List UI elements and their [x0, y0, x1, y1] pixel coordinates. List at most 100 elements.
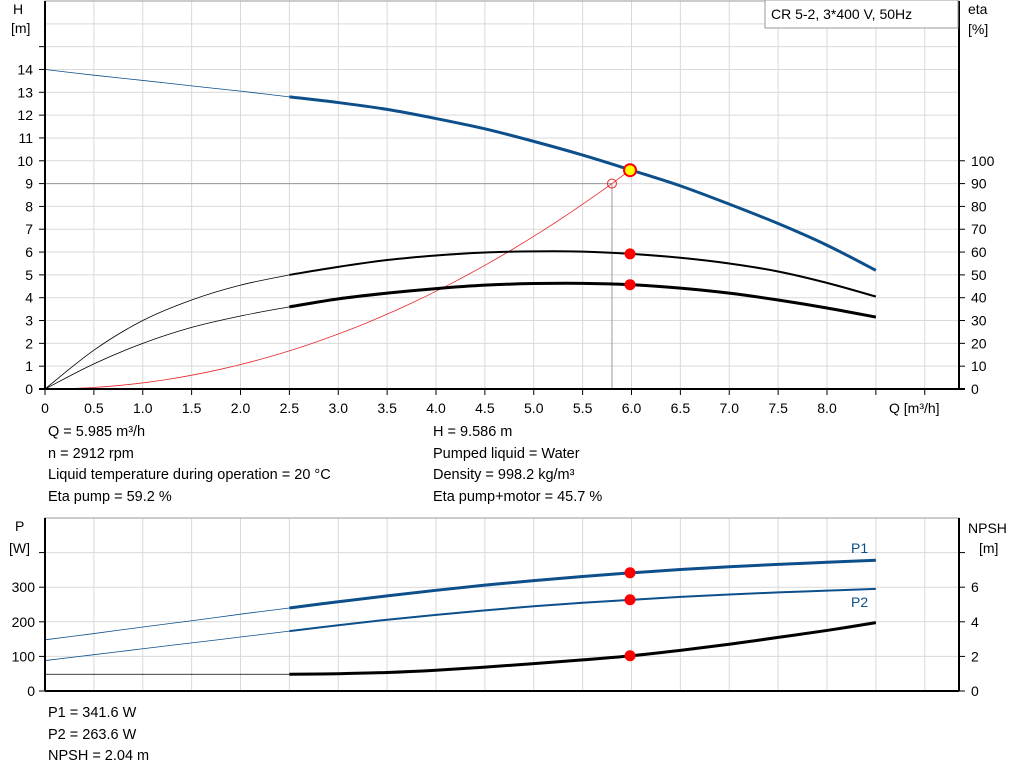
- x-tick-label: 5.0: [524, 400, 544, 416]
- p1-curve-thin: [44, 607, 290, 641]
- npsh-duty-marker: [624, 650, 636, 662]
- eta-axis-unit: [%]: [968, 21, 988, 37]
- h-tick-label: 5: [25, 267, 33, 283]
- p1-value: P1 = 341.6 W: [48, 705, 137, 721]
- eta-tick-label: 80: [971, 198, 987, 214]
- eta-pump-motor-curve: [289, 281, 877, 319]
- npsh-curve: [289, 621, 877, 676]
- eta-pump-duty-marker: [624, 248, 636, 260]
- npsh-tick-label: 6: [971, 579, 979, 595]
- p2-curve: [289, 587, 876, 633]
- x-tick-label: 7.0: [720, 400, 740, 416]
- x-tick-label: 4.5: [475, 400, 495, 416]
- info-top-right: H = 9.586 m Pumped liquid = Water Densit…: [433, 422, 602, 508]
- eta-pump-curve: [289, 250, 877, 298]
- p-axis-unit: [W]: [9, 540, 30, 556]
- x-tick-label: 3.0: [329, 400, 349, 416]
- eta-tick-label: 30: [971, 313, 987, 329]
- x-tick-label: 1.5: [182, 400, 202, 416]
- system-curve: [44, 169, 631, 390]
- legend-box: [764, 0, 959, 29]
- info-top-left: Q = 5.985 m³/h n = 2912 rpm Liquid tempe…: [48, 422, 331, 508]
- eta-tick-label: 50: [971, 267, 987, 283]
- p2-value: P2 = 263.6 W: [48, 726, 137, 743]
- flow-value: Q = 5.985 m³/h: [48, 424, 146, 440]
- eta-axis-label: eta: [968, 1, 988, 17]
- eta-pump-motor-duty-marker: [624, 279, 636, 291]
- x-tick-label: 6.0: [622, 400, 642, 416]
- h-tick-label: 6: [25, 244, 33, 260]
- h-tick-label: 9: [25, 176, 33, 192]
- npsh-axis-unit: [m]: [979, 540, 998, 556]
- x-tick-label: 3.5: [377, 400, 397, 416]
- eta-tick-label: 70: [971, 221, 987, 237]
- x-tick-label: 0: [41, 400, 49, 416]
- eta-tick-label: 90: [971, 176, 987, 192]
- duty-point-marker: [623, 163, 638, 178]
- eta-tick-label: 40: [971, 290, 987, 306]
- x-tick-label: 5.5: [573, 400, 593, 416]
- h-tick-label: 11: [18, 130, 33, 146]
- eta-tick-label: 60: [971, 244, 987, 260]
- h-tick-label: 12: [17, 107, 33, 123]
- eta-pump-curve-thin: [44, 274, 290, 390]
- liquid-temperature-value: Liquid temperature during operation = 20…: [48, 467, 331, 483]
- eta-pump-motor-value: Eta pump+motor = 45.7 %: [433, 488, 603, 505]
- x-tick-label: 0.5: [84, 400, 104, 416]
- upper-grid: [44, 0, 960, 390]
- npsh-axis-label: NPSH: [968, 520, 1007, 536]
- head-value: H = 9.586 m: [433, 424, 513, 440]
- q-axis-label: Q [m³/h]: [889, 400, 940, 416]
- h-axis-unit: [m]: [11, 20, 30, 36]
- legend-text: CR 5-2, 3*400 V, 50Hz: [771, 6, 912, 22]
- p1-curve: [289, 558, 876, 610]
- h-tick-label: 7: [25, 221, 33, 237]
- h-tick-label: 8: [25, 198, 33, 214]
- h-tick-label: 10: [17, 153, 33, 169]
- npsh-value: NPSH = 2.04 m: [48, 748, 150, 764]
- p2-series-label: P2: [851, 594, 868, 610]
- axes: 0 0.5 1.0 1.5 2.0 2.5 3.0 3.5 4.0 4.5 5.0 5.5 6.0 6.5…: [12, 1, 995, 699]
- p2-curve-thin: [44, 630, 290, 661]
- p1-series-label: P1: [851, 540, 868, 556]
- h-tick-label: 0: [25, 381, 33, 397]
- npsh-tick-label: 0: [971, 683, 979, 699]
- p-tick-label: 0: [27, 683, 35, 699]
- density-value: Density = 998.2 kg/m³: [433, 467, 575, 483]
- pumped-liquid-value: Pumped liquid = Water: [433, 445, 580, 462]
- x-tick-label: 2.0: [231, 400, 251, 416]
- required-point-marker: [606, 178, 617, 189]
- head-curve-thin: [44, 69, 290, 98]
- eta-tick-label: 10: [971, 358, 987, 374]
- x-tick-label: 4.0: [426, 400, 446, 416]
- eta-tick-label: 100: [971, 153, 995, 169]
- speed-value: n = 2912 rpm: [48, 445, 134, 462]
- p-tick-label: 200: [12, 614, 36, 630]
- curves: [44, 69, 877, 676]
- npsh-tick-label: 2: [971, 648, 979, 664]
- eta-pump-value: Eta pump = 59.2 %: [48, 488, 172, 505]
- h-tick-label: 3: [25, 313, 33, 329]
- h-axis-label: H: [13, 1, 23, 17]
- x-tick-label: 8.0: [817, 400, 837, 416]
- p-tick-label: 300: [12, 579, 36, 595]
- p1-duty-marker: [624, 567, 636, 579]
- upper-plot-frame: [44, 0, 960, 390]
- p-tick-label: 100: [12, 648, 36, 664]
- x-tick-label: 1.0: [133, 400, 153, 416]
- head-curve: [289, 95, 877, 272]
- h-tick-label: 13: [17, 84, 33, 100]
- p-axis-label: P: [15, 518, 24, 534]
- h-tick-label: 4: [25, 290, 33, 306]
- eta-tick-label: 0: [971, 381, 979, 397]
- eta-pump-motor-curve-thin: [44, 306, 290, 390]
- x-tick-label: 6.5: [671, 400, 691, 416]
- h-tick-label: 14: [17, 61, 33, 77]
- h-tick-label: 2: [25, 335, 33, 351]
- info-bottom: P1 = 341.6 W P2 = 263.6 W NPSH = 2.04 m: [48, 703, 149, 768]
- npsh-tick-label: 4: [971, 614, 979, 630]
- eta-tick-label: 20: [971, 335, 987, 351]
- x-tick-label: 7.5: [768, 400, 788, 416]
